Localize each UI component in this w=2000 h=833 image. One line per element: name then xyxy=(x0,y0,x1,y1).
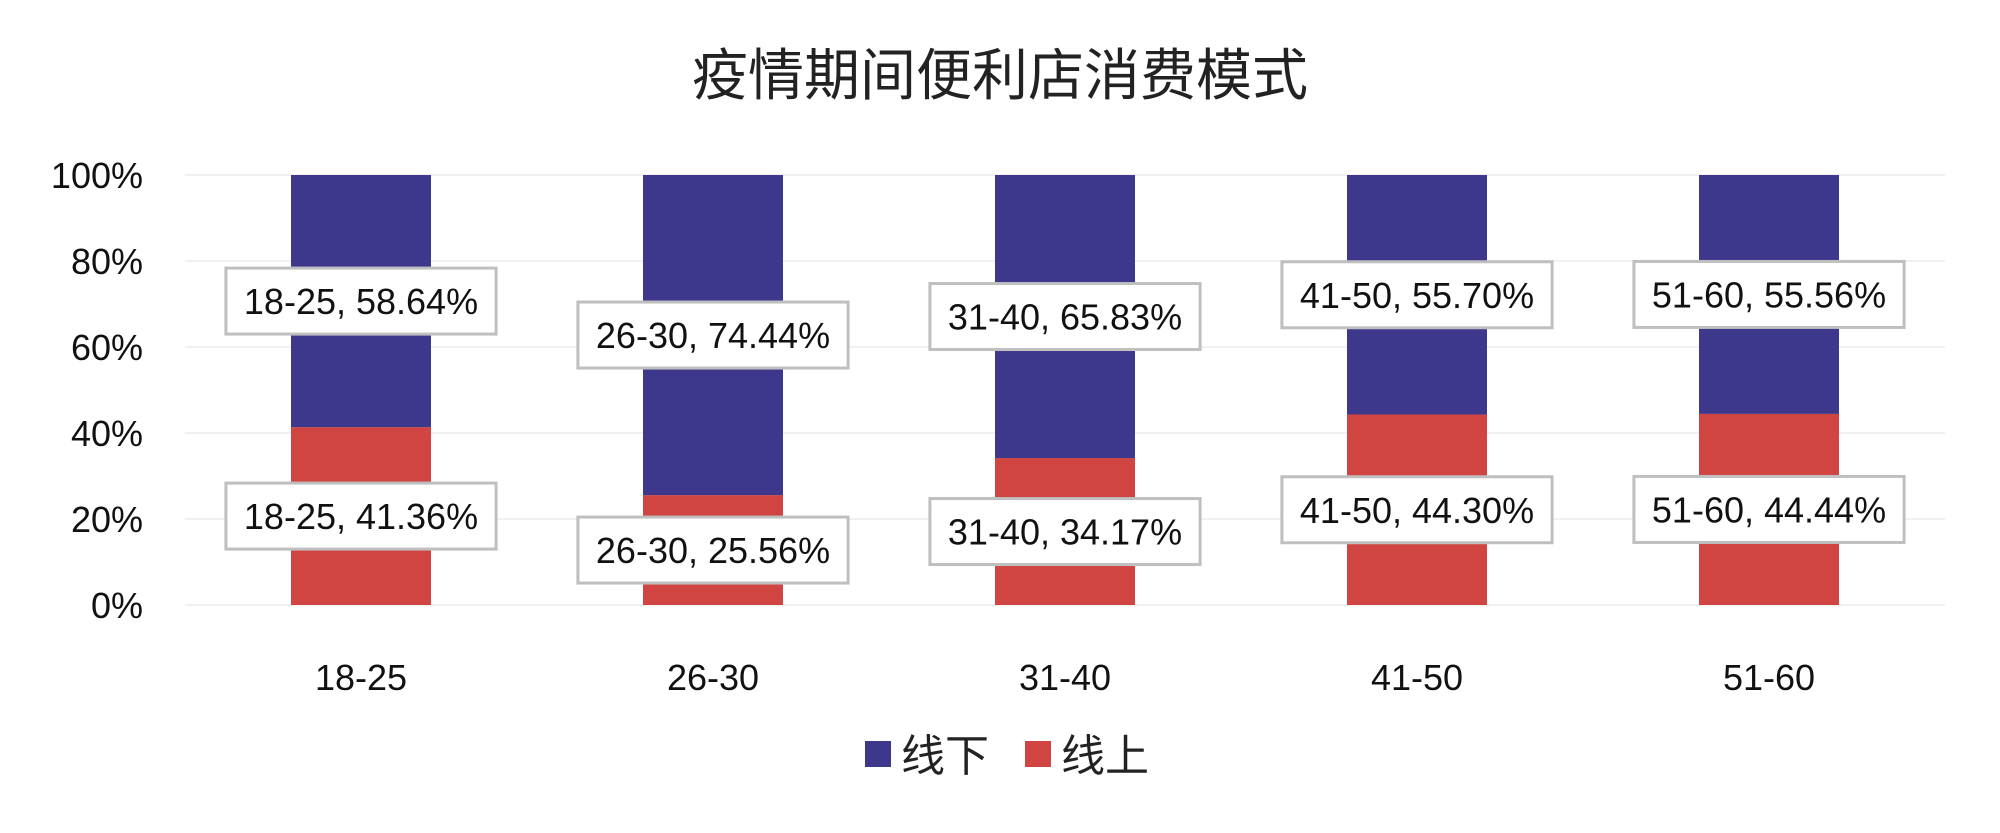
legend-label: 线上 xyxy=(1061,731,1149,782)
legend-swatch xyxy=(865,741,891,767)
data-label: 18-25, 41.36% xyxy=(224,481,498,551)
data-label-text: 31-40, 65.83% xyxy=(948,297,1182,338)
data-label-box xyxy=(928,282,1202,352)
x-category-label: 31-40 xyxy=(1019,657,1111,698)
data-label: 51-60, 44.44% xyxy=(1632,474,1906,544)
data-label-box xyxy=(224,481,498,551)
data-label: 26-30, 25.56% xyxy=(576,515,850,585)
x-axis: 18-25 26-30 31-40 41-50 51-60 xyxy=(315,657,1815,698)
data-label-text: 51-60, 55.56% xyxy=(1652,274,1886,315)
y-tick-label: 100% xyxy=(51,155,143,196)
y-axis: 0% 20% 40% 60% 80% 100% xyxy=(51,155,143,626)
data-label-text: 41-50, 44.30% xyxy=(1300,490,1534,531)
y-tick-label: 60% xyxy=(71,327,143,368)
y-tick-label: 0% xyxy=(91,585,143,626)
chart-title: 疫情期间便利店消费模式 xyxy=(692,44,1308,109)
y-tick-label: 80% xyxy=(71,241,143,282)
data-label-text: 18-25, 58.64% xyxy=(244,281,478,322)
data-label-text: 41-50, 55.70% xyxy=(1300,275,1534,316)
legend-label: 线下 xyxy=(901,731,989,782)
data-label: 18-25, 58.64% xyxy=(224,266,498,336)
data-label: 26-30, 74.44% xyxy=(576,300,850,370)
legend-swatch xyxy=(1025,741,1051,767)
data-label-box xyxy=(1280,475,1554,545)
legend-item: 线下 xyxy=(865,731,989,782)
data-label: 51-60, 55.56% xyxy=(1632,259,1906,329)
data-label-box xyxy=(576,300,850,370)
x-category-label: 41-50 xyxy=(1371,657,1463,698)
x-category-label: 26-30 xyxy=(667,657,759,698)
data-label-text: 18-25, 41.36% xyxy=(244,496,478,537)
data-label-text: 26-30, 74.44% xyxy=(596,315,830,356)
y-tick-label: 40% xyxy=(71,413,143,454)
data-label-text: 51-60, 44.44% xyxy=(1652,489,1886,530)
data-label-box xyxy=(1632,259,1906,329)
data-label-text: 31-40, 34.17% xyxy=(948,512,1182,553)
data-label: 41-50, 44.30% xyxy=(1280,475,1554,545)
x-category-label: 18-25 xyxy=(315,657,407,698)
legend-item: 线上 xyxy=(1025,731,1149,782)
data-label-box xyxy=(1280,260,1554,330)
data-labels: 18-25, 41.36% 18-25, 58.64% 26-30, 25.56% 2… xyxy=(224,259,1906,585)
legend: 线下 线上 xyxy=(865,731,1149,782)
data-label-text: 26-30, 25.56% xyxy=(596,530,830,571)
data-label-box xyxy=(1632,474,1906,544)
data-label: 31-40, 65.83% xyxy=(928,282,1202,352)
data-label-box xyxy=(928,497,1202,567)
data-label-box xyxy=(224,266,498,336)
data-label: 31-40, 34.17% xyxy=(928,497,1202,567)
y-tick-label: 20% xyxy=(71,499,143,540)
data-label-box xyxy=(576,515,850,585)
data-label: 41-50, 55.70% xyxy=(1280,260,1554,330)
x-category-label: 51-60 xyxy=(1723,657,1815,698)
